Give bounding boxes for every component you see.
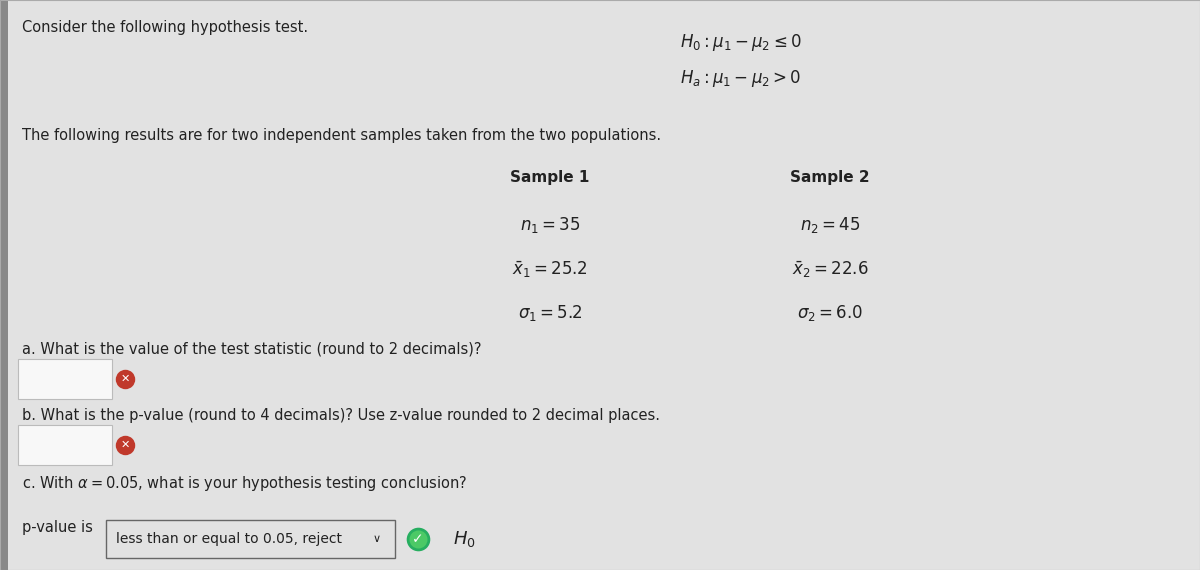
Text: less than or equal to 0.05, reject: less than or equal to 0.05, reject — [116, 532, 342, 546]
Text: $H_0$: $H_0$ — [454, 529, 475, 549]
Text: $n_2 = 45$: $n_2 = 45$ — [799, 215, 860, 235]
Text: The following results are for two independent samples taken from the two populat: The following results are for two indepe… — [22, 128, 661, 143]
Text: Sample 2: Sample 2 — [790, 170, 870, 185]
Text: $\sigma_1 = 5.2$: $\sigma_1 = 5.2$ — [517, 303, 582, 323]
Text: ✕: ✕ — [120, 374, 130, 384]
FancyBboxPatch shape — [18, 359, 112, 399]
FancyBboxPatch shape — [106, 520, 395, 558]
FancyBboxPatch shape — [18, 425, 112, 465]
Text: p-value is: p-value is — [22, 520, 92, 535]
Text: c. With $\alpha = 0.05$, what is your hypothesis testing conclusion?: c. With $\alpha = 0.05$, what is your hy… — [22, 474, 467, 493]
Text: Consider the following hypothesis test.: Consider the following hypothesis test. — [22, 20, 308, 35]
Text: ∨: ∨ — [373, 534, 382, 544]
Text: ✓: ✓ — [412, 532, 424, 546]
Text: b. What is the p-value (round to 4 decimals)? Use z-value rounded to 2 decimal p: b. What is the p-value (round to 4 decim… — [22, 408, 660, 423]
Text: ✕: ✕ — [120, 440, 130, 450]
Text: a. What is the value of the test statistic (round to 2 decimals)?: a. What is the value of the test statist… — [22, 342, 481, 357]
Text: $\sigma_2 = 6.0$: $\sigma_2 = 6.0$ — [797, 303, 863, 323]
Text: Sample 1: Sample 1 — [510, 170, 589, 185]
Bar — [0, 0, 8, 570]
Text: $H_0: \mu_1 - \mu_2 \leq 0$: $H_0: \mu_1 - \mu_2 \leq 0$ — [680, 32, 802, 53]
Text: $H_a: \mu_1 - \mu_2 > 0$: $H_a: \mu_1 - \mu_2 > 0$ — [680, 68, 802, 89]
Text: $\bar{x}_1 = 25.2$: $\bar{x}_1 = 25.2$ — [512, 260, 588, 280]
Text: $\bar{x}_2 = 22.6$: $\bar{x}_2 = 22.6$ — [792, 260, 869, 280]
Text: $n_1 = 35$: $n_1 = 35$ — [520, 215, 581, 235]
